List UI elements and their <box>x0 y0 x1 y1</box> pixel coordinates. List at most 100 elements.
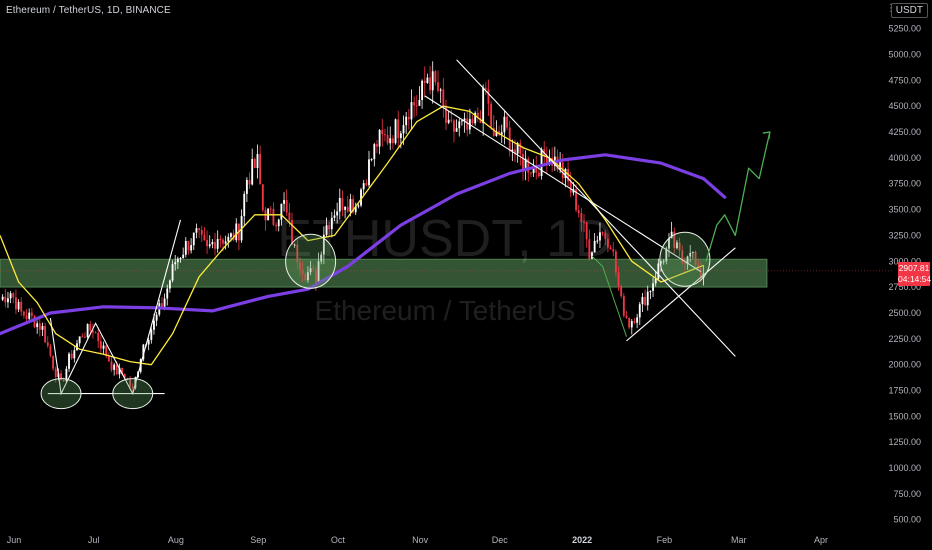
candle-body <box>86 324 89 338</box>
price-tick-label: 4750.00 <box>888 75 921 85</box>
candle-body <box>7 298 9 303</box>
candle-body <box>52 355 55 369</box>
candle-body <box>620 286 623 297</box>
candle-body <box>405 116 408 126</box>
candle-body <box>192 232 195 246</box>
candle-body <box>296 244 299 263</box>
candle-body <box>535 166 538 173</box>
candle-body <box>668 238 670 249</box>
candle-body <box>471 119 474 124</box>
candle-body <box>171 264 174 281</box>
zone-rect <box>0 258 768 288</box>
candle-body <box>609 247 612 250</box>
candle-body <box>301 269 304 275</box>
candle-body <box>567 168 570 182</box>
price-tick-label: 2750.00 <box>888 282 921 292</box>
ma-fast-line <box>0 105 704 366</box>
candle-body <box>354 206 357 213</box>
candle-body <box>179 258 182 260</box>
candle-body <box>65 368 68 382</box>
price-tick-label: 750.00 <box>893 489 921 499</box>
candle-body <box>394 119 397 144</box>
candle-body <box>78 336 81 344</box>
candle-body <box>206 240 208 247</box>
candle-body <box>591 252 593 259</box>
candle-body <box>503 116 506 133</box>
candle-body <box>49 345 52 356</box>
candle-body <box>341 198 344 210</box>
candle-body <box>118 367 121 375</box>
candle-body <box>407 116 410 120</box>
candle-body <box>129 378 132 387</box>
candle-body <box>198 228 201 230</box>
candle-body <box>386 134 389 144</box>
candle-body <box>259 153 262 185</box>
candle-body <box>606 238 609 248</box>
candle-body <box>344 206 347 210</box>
candle-body <box>230 233 232 237</box>
candle-body <box>662 261 665 263</box>
candle-body <box>161 303 163 307</box>
trendline-3 <box>626 247 736 342</box>
time-tick-label: Jul <box>88 535 100 545</box>
candle-body <box>30 312 33 316</box>
candle-body <box>599 232 601 241</box>
candle-body <box>60 373 62 381</box>
time-tick-label: Jun <box>7 535 22 545</box>
candle-body <box>474 112 477 124</box>
candle-body <box>362 183 365 190</box>
candle-body <box>482 87 485 124</box>
candle-body <box>654 278 657 284</box>
price-axis[interactable]: 500.00 750.00 1000.00 1250.00 1500.00 1750.00… <box>888 24 921 525</box>
time-axis[interactable]: Jun Jul Aug Sep Oct Nov Dec 2022 Feb Mar Apr <box>7 535 828 545</box>
candle-body <box>660 261 662 264</box>
candle-body <box>365 183 368 186</box>
candle-body <box>105 345 108 357</box>
candle-body <box>670 231 673 239</box>
candle-body <box>336 211 339 216</box>
candle-body <box>73 350 76 359</box>
candle-body <box>123 374 126 379</box>
price-tick-label: 1000.00 <box>888 463 921 473</box>
candle-body <box>293 244 296 246</box>
price-tick-label: 4250.00 <box>888 127 921 137</box>
price-tick-label: 1750.00 <box>888 386 921 396</box>
candle-body <box>498 131 501 135</box>
candle-body <box>62 380 65 382</box>
candle-body <box>588 239 591 259</box>
candle-body <box>522 153 524 170</box>
candle-body <box>601 232 604 234</box>
candle-body <box>689 252 692 257</box>
price-tick-label: 1500.00 <box>888 411 921 421</box>
candle-body <box>657 263 660 279</box>
candle-body <box>383 134 386 136</box>
candle-body <box>583 221 585 223</box>
candle-body <box>94 332 97 334</box>
candle-body <box>33 315 36 328</box>
candle-body <box>421 80 424 100</box>
candle-body <box>466 118 469 130</box>
candle-body <box>174 262 177 265</box>
candle-body <box>187 241 190 251</box>
candle-body <box>333 215 336 218</box>
candle-body <box>243 193 246 217</box>
bar-countdown: 04:14:54 <box>898 274 932 284</box>
candle-body <box>168 280 171 289</box>
candle-body <box>381 129 384 135</box>
candle-body <box>54 368 57 377</box>
currency-badge[interactable]: USDT <box>890 3 928 18</box>
candle-body <box>378 129 381 147</box>
ma-slow-line <box>0 153 727 336</box>
highlight-circle <box>285 233 337 289</box>
candle-body <box>530 172 532 174</box>
candle-body <box>269 208 272 210</box>
candle-body <box>479 118 482 124</box>
watermark: ETHUSDT, 1D Ethereum / TetherUS <box>277 210 612 326</box>
price-tick-label: 500.00 <box>893 515 921 525</box>
candle-body <box>455 128 458 132</box>
candle-body <box>155 314 158 321</box>
candle-body <box>208 244 211 247</box>
symbol-header[interactable]: Ethereum / TetherUS, 1D, BINANCE <box>6 5 171 16</box>
candle-body <box>617 272 620 287</box>
